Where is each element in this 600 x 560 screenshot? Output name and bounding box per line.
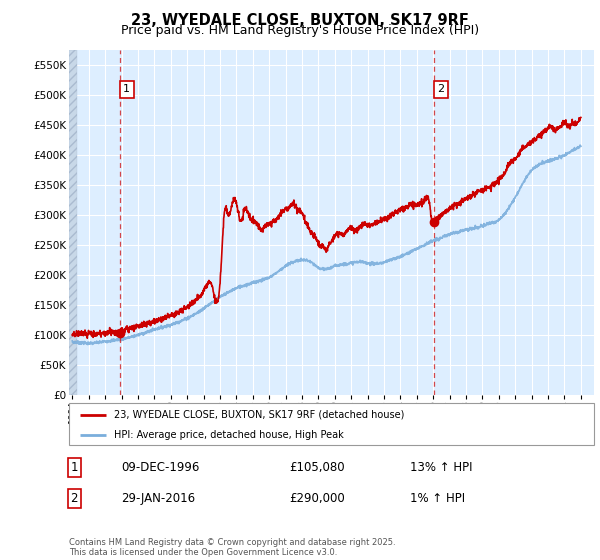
Text: 13% ↑ HPI: 13% ↑ HPI [410,461,473,474]
Text: 1% ↑ HPI: 1% ↑ HPI [410,492,466,505]
Text: 2: 2 [71,492,78,505]
Text: 09-DEC-1996: 09-DEC-1996 [121,461,200,474]
Text: 2: 2 [437,85,445,94]
Text: 23, WYEDALE CLOSE, BUXTON, SK17 9RF: 23, WYEDALE CLOSE, BUXTON, SK17 9RF [131,13,469,28]
Text: Price paid vs. HM Land Registry's House Price Index (HPI): Price paid vs. HM Land Registry's House … [121,24,479,37]
Text: 23, WYEDALE CLOSE, BUXTON, SK17 9RF (detached house): 23, WYEDALE CLOSE, BUXTON, SK17 9RF (det… [113,410,404,420]
Text: Contains HM Land Registry data © Crown copyright and database right 2025.
This d: Contains HM Land Registry data © Crown c… [69,538,395,557]
Bar [69,50,77,395]
Text: HPI: Average price, detached house, High Peak: HPI: Average price, detached house, High… [113,430,343,440]
Text: 1: 1 [71,461,78,474]
Text: £105,080: £105,080 [290,461,345,474]
FancyBboxPatch shape [69,403,594,445]
Text: £290,000: £290,000 [290,492,345,505]
Text: 1: 1 [123,85,130,94]
Text: 29-JAN-2016: 29-JAN-2016 [121,492,196,505]
